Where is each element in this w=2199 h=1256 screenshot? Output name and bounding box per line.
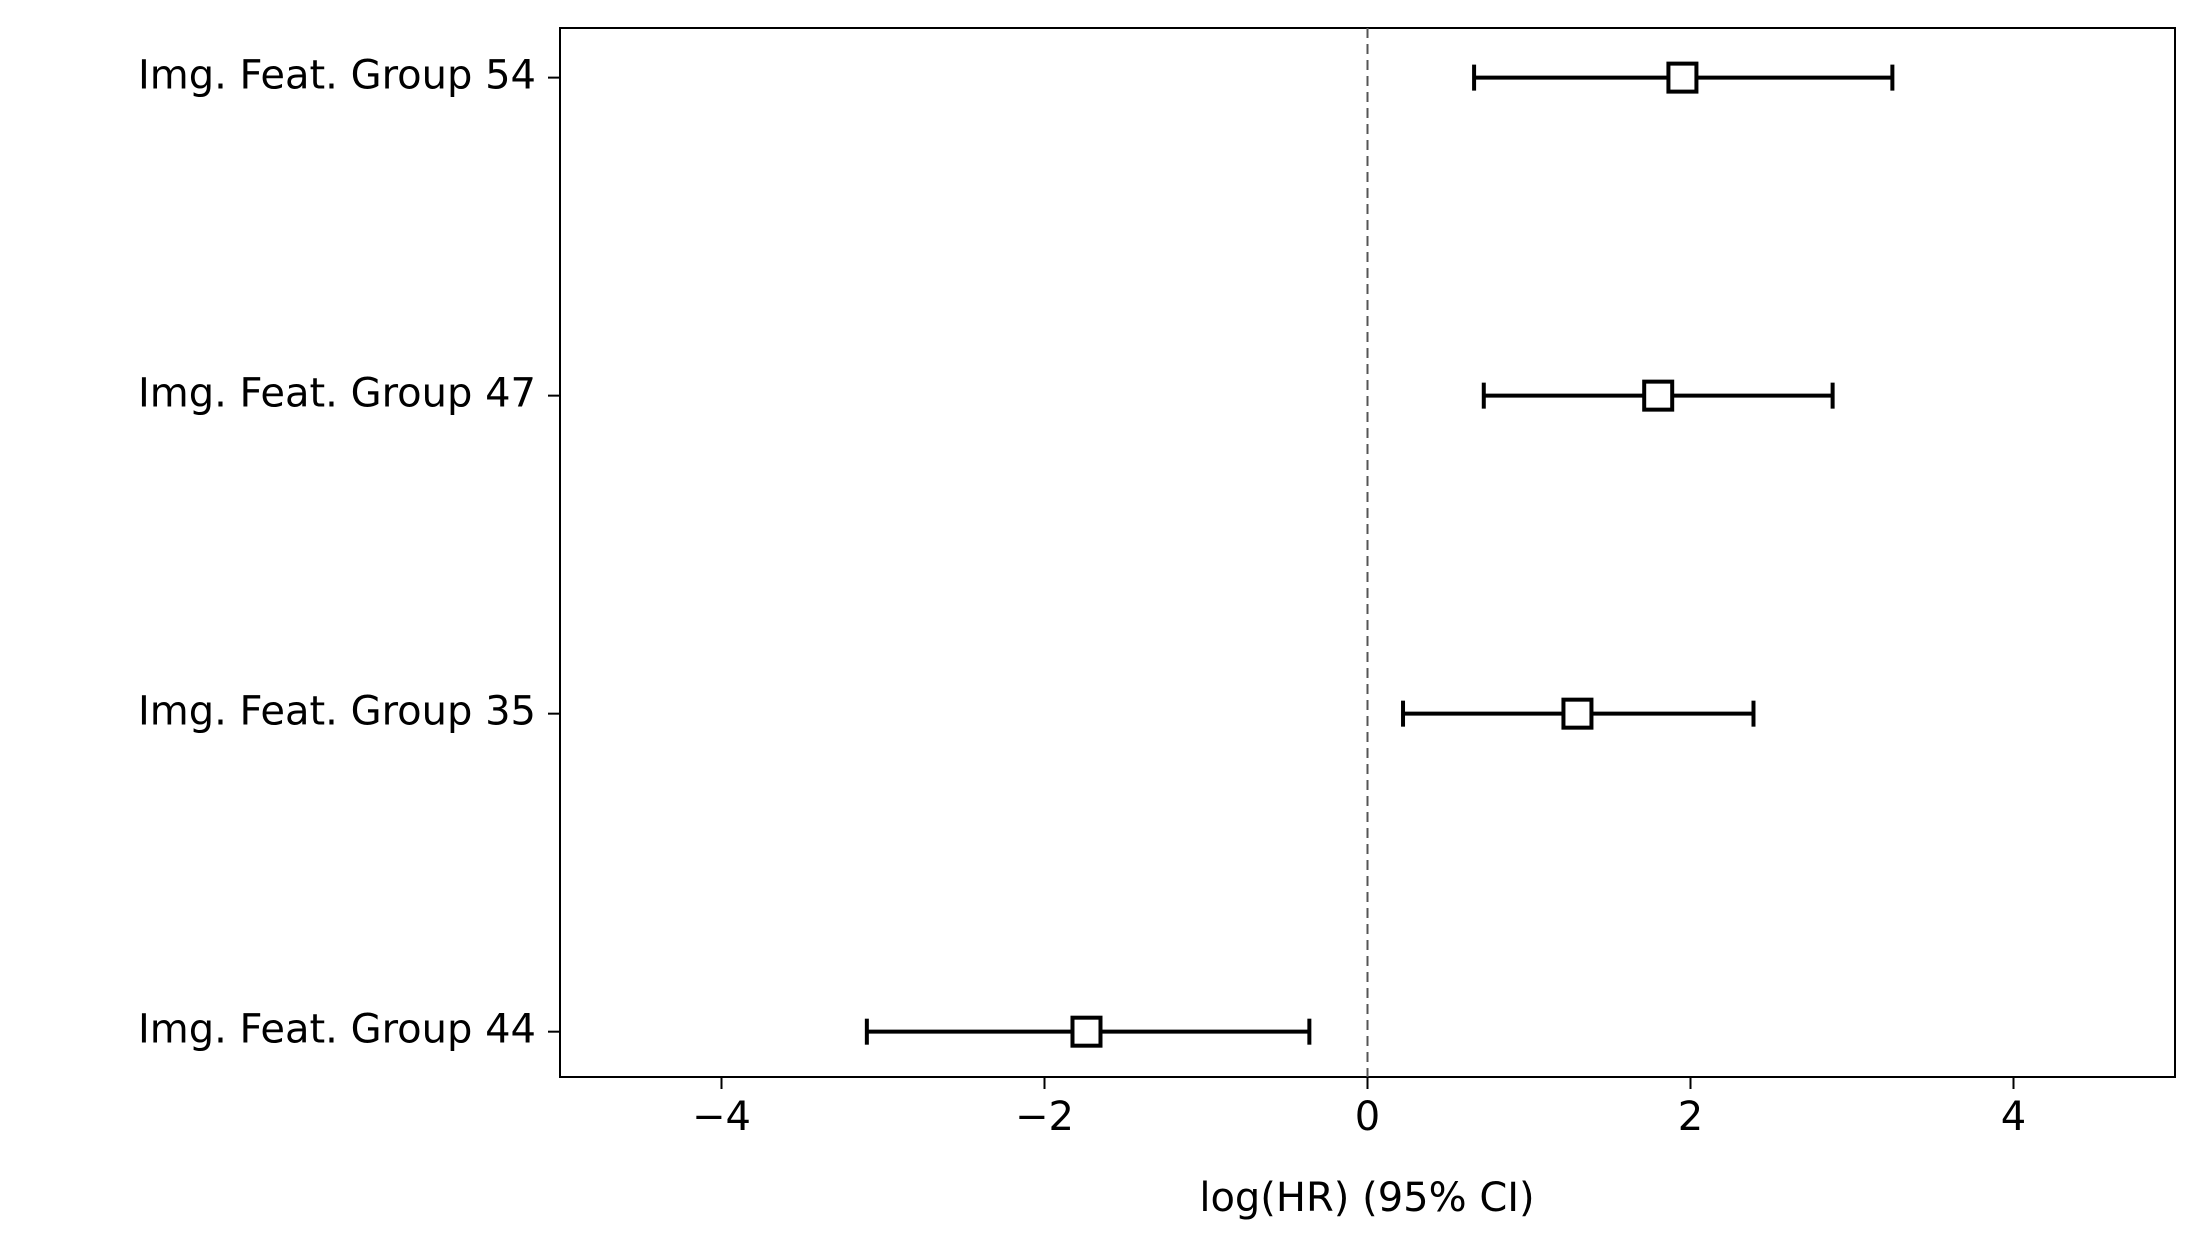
x-axis-label: log(HR) (95% CI) <box>1199 1175 1534 1221</box>
x-tick-label: −2 <box>1015 1094 1074 1140</box>
y-tick-label: Img. Feat. Group 35 <box>138 689 536 735</box>
plot-frame <box>559 27 2176 1078</box>
x-tick-label: 4 <box>2001 1094 2026 1140</box>
y-tick-label: Img. Feat. Group 44 <box>138 1007 536 1053</box>
y-tick-label: Img. Feat. Group 47 <box>138 371 536 417</box>
x-tick-label: −4 <box>692 1094 751 1140</box>
point-marker <box>1070 1015 1103 1048</box>
point-marker <box>1561 697 1594 730</box>
x-tick-label: 2 <box>1678 1094 1703 1140</box>
x-tick-label: 0 <box>1355 1094 1380 1140</box>
point-marker <box>1642 379 1675 412</box>
point-marker <box>1666 61 1699 94</box>
y-tick-label: Img. Feat. Group 54 <box>138 53 536 99</box>
